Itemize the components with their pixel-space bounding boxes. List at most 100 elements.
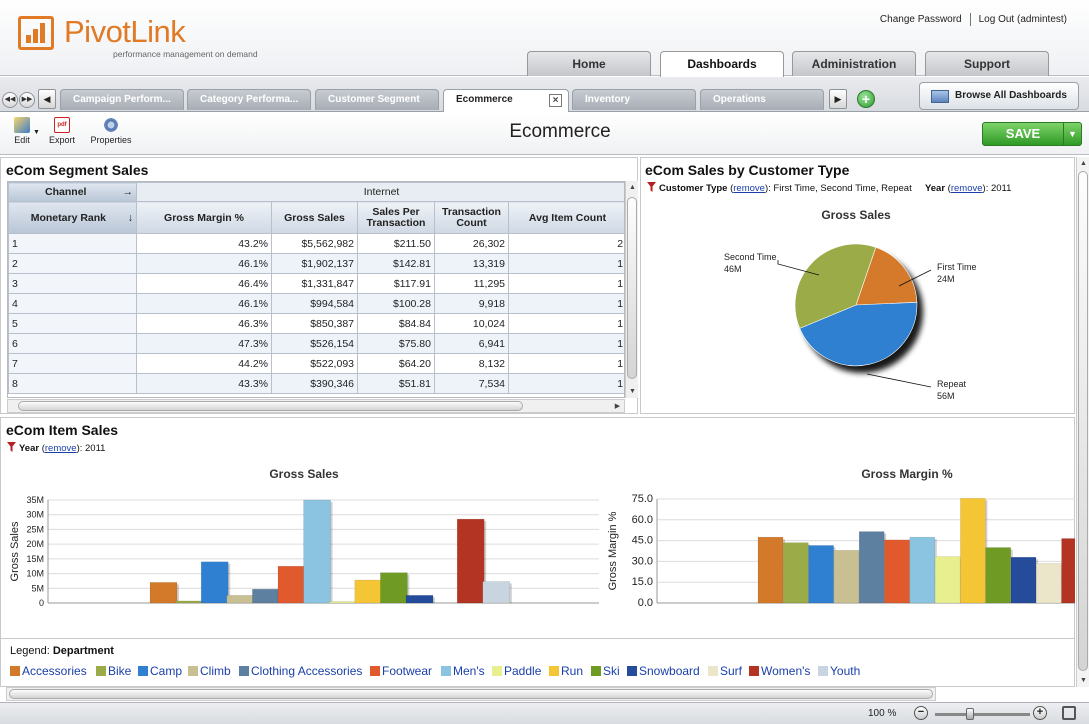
legend-item[interactable]: Women's (749, 664, 810, 678)
dashboard-tab-ecommerce[interactable]: Ecommerce × (443, 89, 569, 112)
dashboard-tab-campaign[interactable]: Campaign Perform... (60, 89, 184, 110)
table-row[interactable]: 7 44.2% $522,093 $64.20 8,132 1 (8, 353, 624, 374)
bar[interactable] (985, 547, 1011, 604)
scroll-right-icon[interactable]: ▶ (614, 403, 621, 410)
bar[interactable] (303, 499, 331, 604)
scroll-down-icon[interactable]: ▼ (629, 388, 636, 395)
scroll-up-icon[interactable]: ▲ (629, 184, 636, 191)
bar[interactable] (226, 595, 255, 604)
bar[interactable] (175, 600, 203, 604)
legend-item[interactable]: Youth (818, 664, 860, 678)
tab-scroll-left-icon[interactable]: ◀ (38, 89, 56, 109)
remove-filter-link[interactable]: remove (950, 183, 983, 194)
main-tab-dashboards[interactable]: Dashboards (660, 51, 784, 77)
customer-type-pie-chart[interactable]: Gross Sales First Time 24M Repeat 56M Second … (641, 198, 1074, 408)
scroll-down-icon[interactable]: ▼ (1080, 677, 1087, 684)
save-dropdown-icon[interactable]: ▼ (1063, 123, 1081, 145)
table-row[interactable]: 4 46.1% $994,584 $100.28 9,918 1 (8, 293, 624, 314)
monetary-rank-header[interactable]: Monetary Rank ↓ (8, 201, 137, 234)
table-row[interactable]: 8 43.3% $390,346 $51.81 7,534 1 (8, 373, 624, 394)
bar[interactable] (884, 539, 910, 604)
scroll-thumb[interactable] (627, 197, 637, 379)
pie-slice[interactable] (855, 246, 918, 306)
bar[interactable] (482, 581, 511, 604)
bar[interactable] (252, 588, 280, 604)
bar[interactable] (960, 498, 986, 604)
bar[interactable] (833, 550, 860, 604)
bar[interactable] (200, 561, 229, 604)
scroll-last-icon[interactable]: ▶▶ (19, 92, 35, 108)
bar[interactable] (456, 518, 485, 604)
zoom-out-icon[interactable]: − (914, 706, 928, 720)
bar[interactable] (405, 595, 434, 604)
legend-item[interactable]: Climb (188, 664, 231, 678)
bar[interactable] (757, 536, 784, 604)
bar[interactable] (1061, 538, 1075, 604)
bar[interactable] (1010, 556, 1037, 604)
table-row[interactable]: 6 47.3% $526,154 $75.80 6,941 1 (8, 333, 624, 354)
table-row[interactable]: 5 46.3% $850,387 $84.84 10,024 1 (8, 313, 624, 334)
legend-item[interactable]: Ski (591, 664, 620, 678)
bar[interactable] (858, 531, 885, 604)
dashboard-tab-inventory[interactable]: Inventory (572, 89, 696, 110)
bar[interactable] (934, 556, 961, 604)
legend-item[interactable]: Clothing Accessories (239, 664, 362, 678)
close-tab-icon[interactable]: × (549, 94, 562, 107)
properties-button[interactable]: Properties (88, 117, 134, 145)
bar[interactable] (380, 572, 408, 604)
dashboard-tab-customer-segment[interactable]: Customer Segment (315, 89, 439, 110)
bar[interactable] (783, 542, 809, 604)
remove-filter-link[interactable]: remove (44, 443, 77, 454)
legend-item[interactable]: Snowboard (627, 664, 700, 678)
legend-item[interactable]: Camp (138, 664, 182, 678)
scroll-thumb[interactable] (18, 401, 523, 411)
bar[interactable] (1036, 563, 1062, 604)
dashboard-horizontal-scrollbar[interactable] (6, 687, 936, 701)
scroll-up-icon[interactable]: ▲ (1080, 160, 1087, 167)
dashboard-tab-operations[interactable]: Operations (700, 89, 824, 110)
logout-link[interactable]: Log Out (admintest) (978, 14, 1067, 26)
add-tab-icon[interactable]: + (857, 90, 875, 108)
bar[interactable] (149, 582, 178, 604)
legend-item[interactable]: Surf (708, 664, 742, 678)
scroll-first-icon[interactable]: ◀◀ (2, 92, 18, 108)
column-header[interactable]: Gross Sales (271, 201, 358, 234)
legend-item[interactable]: Bike (96, 664, 131, 678)
bar[interactable] (354, 579, 383, 604)
grid-vertical-scrollbar[interactable]: ▲ ▼ (625, 181, 638, 398)
scroll-thumb[interactable] (1078, 171, 1088, 671)
legend-item[interactable]: Run (549, 664, 583, 678)
bar[interactable] (808, 545, 834, 604)
gross-margin-bar-chart[interactable]: Gross Margin % Gross Margin % 0.0 15.0 30.0 4… (601, 462, 1075, 612)
legend-item[interactable]: Paddle (492, 664, 541, 678)
channel-header[interactable]: Channel → (8, 182, 137, 202)
table-row[interactable]: 2 46.1% $1,902,137 $142.81 13,319 1 (8, 253, 624, 274)
save-button[interactable]: SAVE ▼ (982, 122, 1082, 146)
zoom-slider-track[interactable] (935, 713, 1030, 716)
table-row[interactable]: 3 46.4% $1,331,847 $117.91 11,295 1 (8, 273, 624, 294)
column-header[interactable]: Gross Margin % (136, 201, 272, 234)
change-password-link[interactable]: Change Password (879, 14, 962, 26)
column-header[interactable]: Sales Per Transaction (357, 201, 435, 234)
zoom-in-icon[interactable]: + (1033, 706, 1047, 720)
bar[interactable] (909, 536, 936, 604)
column-header[interactable]: Transaction Count (434, 201, 509, 234)
scroll-thumb[interactable] (9, 689, 933, 699)
legend-item[interactable]: Accessories (10, 664, 87, 678)
pie-slice[interactable] (794, 243, 877, 329)
main-tab-administration[interactable]: Administration (792, 51, 916, 76)
zoom-slider-thumb[interactable] (966, 708, 974, 720)
bar[interactable] (328, 601, 357, 604)
table-row[interactable]: 1 43.2% $5,562,982 $211.50 26,302 2 (8, 233, 624, 254)
browse-all-dashboards-button[interactable]: Browse All Dashboards (919, 82, 1079, 110)
dashboard-vertical-scrollbar[interactable]: ▲ ▼ (1076, 157, 1089, 687)
column-header[interactable]: Avg Item Count (507, 201, 624, 234)
grid-horizontal-scrollbar[interactable]: ▶ (7, 399, 625, 413)
export-button[interactable]: pdf Export (46, 117, 78, 145)
legend-item[interactable]: Footwear (370, 664, 432, 678)
tab-scroll-right-icon[interactable]: ▶ (829, 89, 847, 109)
gross-sales-bar-chart[interactable]: Gross Sales Gross Sales 0 5M 10M 15M 20M 25M 30M… (1, 462, 601, 612)
edit-button[interactable]: Edit ▼ (8, 117, 40, 145)
legend-item[interactable]: Men's (441, 664, 485, 678)
main-tab-support[interactable]: Support (925, 51, 1049, 76)
